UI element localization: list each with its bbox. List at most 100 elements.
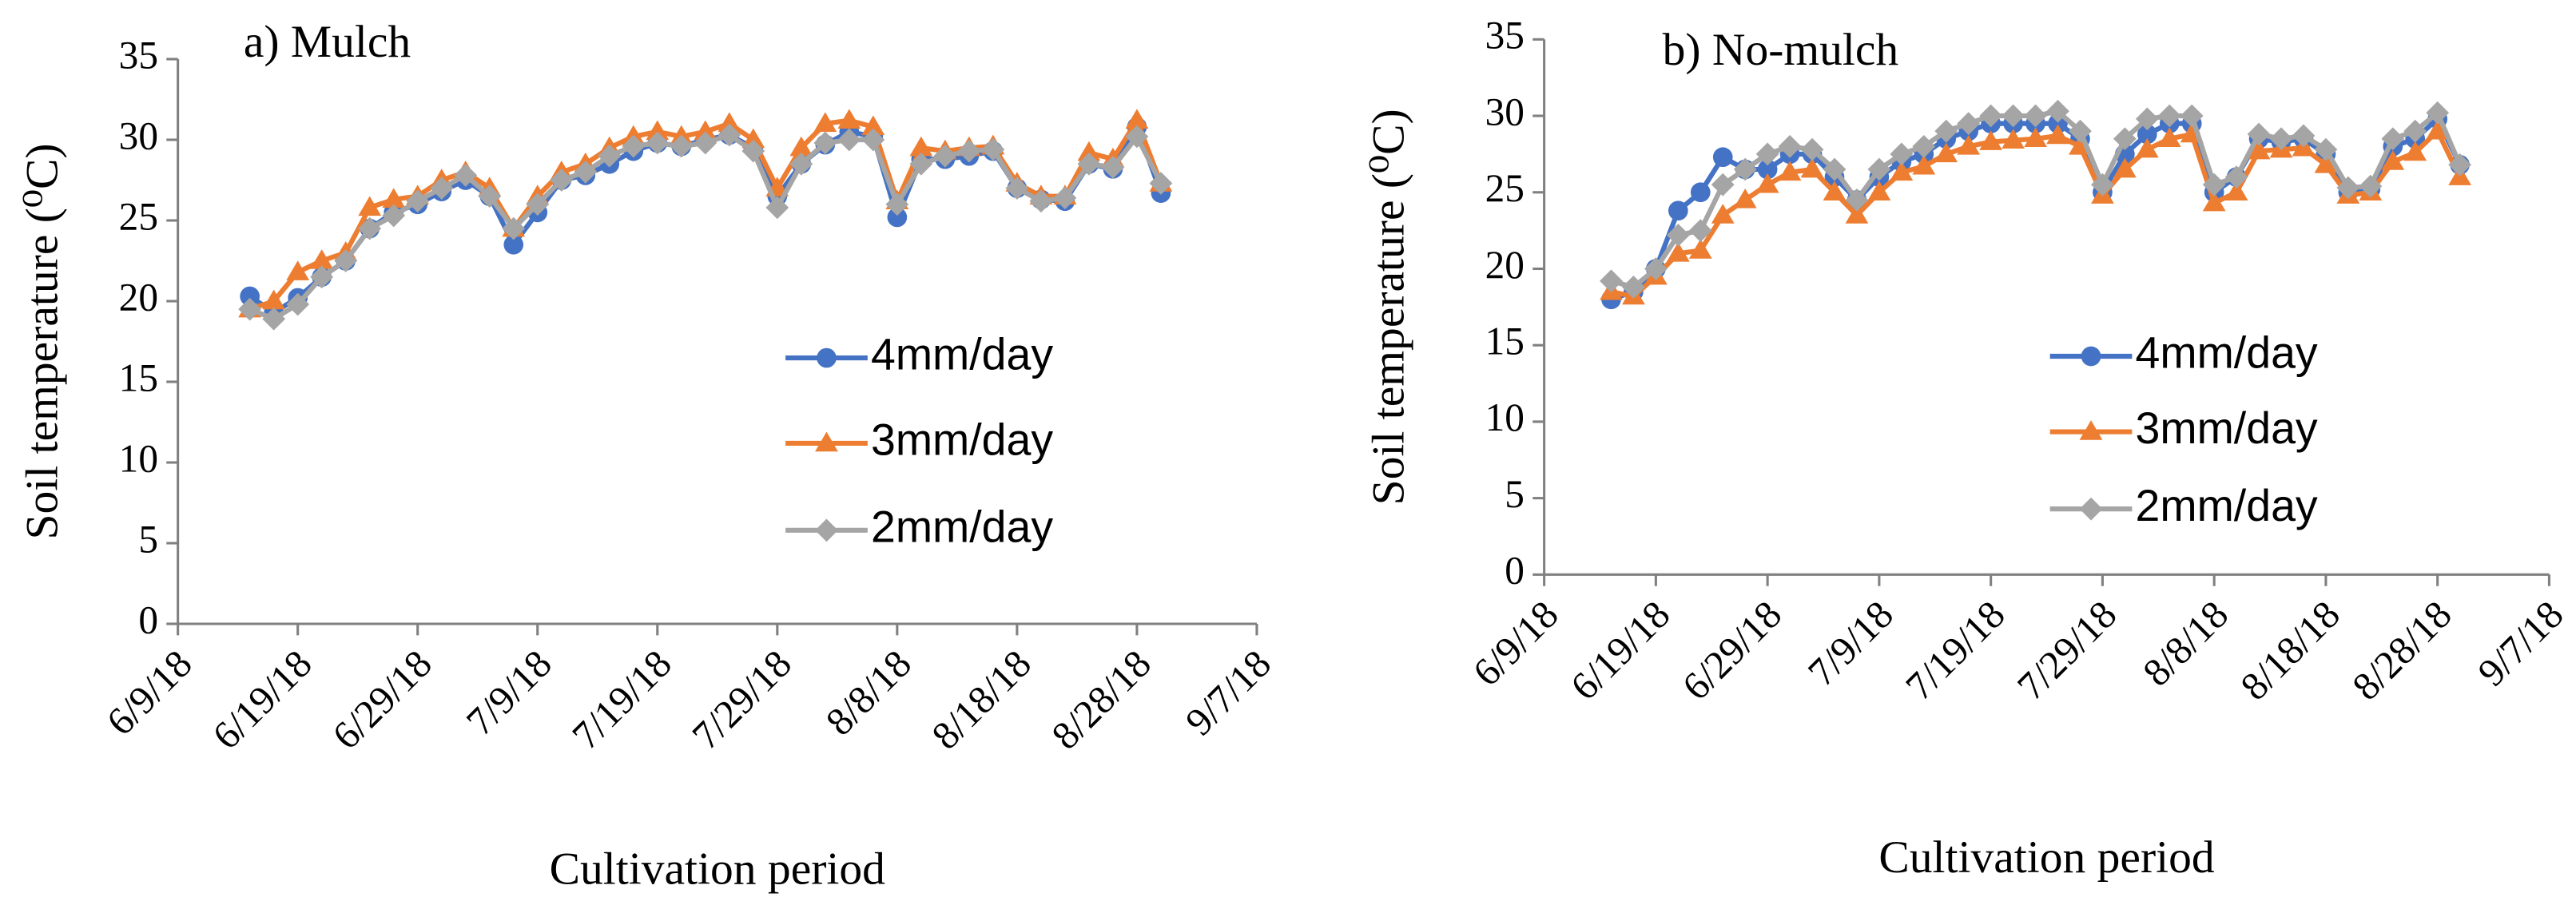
marker — [1733, 188, 1757, 208]
legend-label: 4mm/day — [871, 330, 1053, 379]
marker — [1666, 241, 1690, 262]
legend-marker — [815, 518, 838, 542]
x-tick-label: 7/9/18 — [1799, 592, 1902, 694]
marker — [909, 136, 933, 157]
marker — [1077, 152, 1101, 176]
marker — [2403, 141, 2427, 161]
y-axis-label: Soil temperature (⁰C) — [17, 144, 67, 540]
marker — [526, 193, 550, 216]
marker — [2024, 104, 2047, 128]
marker — [933, 144, 957, 168]
marker — [238, 297, 262, 321]
legend-label: 3mm/day — [2136, 403, 2318, 453]
marker — [2157, 127, 2181, 148]
y-tick-label: 25 — [119, 194, 158, 238]
marker — [550, 169, 574, 192]
marker — [1957, 134, 1981, 155]
series-line — [248, 132, 1163, 322]
x-tick-label: 6/19/18 — [1562, 592, 1678, 708]
marker — [765, 196, 789, 220]
x-tick-label: 6/19/18 — [204, 641, 320, 757]
legend-marker — [815, 431, 838, 452]
marker — [2024, 127, 2047, 148]
marker — [2137, 124, 2157, 145]
marker — [718, 112, 741, 133]
marker — [598, 144, 622, 168]
marker — [1823, 157, 1847, 181]
x-tick-label: 8/8/18 — [2134, 592, 2236, 694]
marker — [2224, 181, 2248, 201]
marker — [2202, 191, 2226, 212]
marker — [2002, 129, 2025, 149]
marker — [718, 123, 741, 147]
marker — [574, 161, 598, 184]
marker — [741, 128, 765, 149]
marker — [1690, 182, 1711, 203]
y-tick-label: 5 — [1505, 472, 1525, 516]
marker — [382, 188, 406, 208]
marker — [861, 115, 885, 136]
marker — [861, 128, 885, 152]
x-tick-label: 8/18/18 — [924, 641, 1040, 757]
marker — [1934, 119, 1958, 143]
marker — [646, 131, 670, 155]
y-tick-label: 10 — [119, 436, 158, 480]
y-tick-label: 25 — [1485, 166, 1525, 210]
x-tick-label: 7/19/18 — [563, 641, 679, 757]
x-tick-label: 6/29/18 — [324, 641, 439, 757]
y-tick-label: 15 — [1485, 320, 1525, 363]
marker — [2247, 139, 2271, 160]
marker — [1800, 157, 1824, 178]
marker — [813, 112, 837, 133]
x-tick-label: 6/29/18 — [1674, 592, 1790, 708]
marker — [2426, 119, 2450, 140]
legend-label: 4mm/day — [2136, 328, 2318, 378]
marker — [1755, 173, 1779, 193]
marker — [741, 139, 765, 163]
x-tick-label: 8/18/18 — [2232, 592, 2348, 708]
marker — [310, 249, 334, 269]
marker — [2135, 137, 2159, 158]
x-tick-label: 8/28/18 — [2343, 592, 2459, 708]
marker — [1912, 154, 1936, 175]
marker — [2113, 157, 2137, 178]
marker — [286, 260, 310, 280]
x-axis-label: Cultivation period — [1878, 832, 2214, 883]
x-tick-label: 6/9/18 — [1465, 592, 1567, 694]
legend-label: 2mm/day — [871, 502, 1053, 552]
y-tick-label: 35 — [1485, 14, 1525, 58]
marker — [1979, 130, 2003, 150]
marker — [1867, 157, 1891, 181]
x-tick-label: 7/9/18 — [458, 641, 560, 744]
marker — [2314, 153, 2338, 173]
marker — [837, 128, 861, 152]
legend-marker — [817, 347, 837, 368]
marker — [1077, 141, 1101, 161]
legend-label: 2mm/day — [2136, 481, 2318, 530]
y-tick-label: 35 — [119, 33, 158, 77]
marker — [1688, 239, 1712, 259]
marker — [837, 109, 861, 129]
legend-marker — [2081, 346, 2101, 367]
marker — [2157, 104, 2181, 128]
y-tick-label: 30 — [119, 113, 158, 157]
marker — [1934, 142, 1958, 163]
marker — [2202, 173, 2226, 197]
marker — [503, 234, 524, 255]
marker — [2046, 124, 2069, 145]
y-axis-label: Soil temperature (⁰C) — [1364, 109, 1414, 505]
marker — [2269, 127, 2293, 151]
chart-title: b) No-mulch — [1663, 25, 1899, 75]
marker — [2381, 150, 2405, 170]
marker — [1668, 200, 1688, 221]
y-tick-label: 0 — [1505, 549, 1525, 593]
y-tick-label: 20 — [119, 275, 158, 319]
marker — [1778, 161, 1802, 181]
marker — [1979, 104, 2003, 128]
marker — [1912, 134, 1936, 158]
marker — [2091, 173, 2114, 197]
y-tick-label: 30 — [1485, 89, 1525, 133]
marker — [1711, 173, 1735, 197]
marker — [1755, 142, 1779, 166]
